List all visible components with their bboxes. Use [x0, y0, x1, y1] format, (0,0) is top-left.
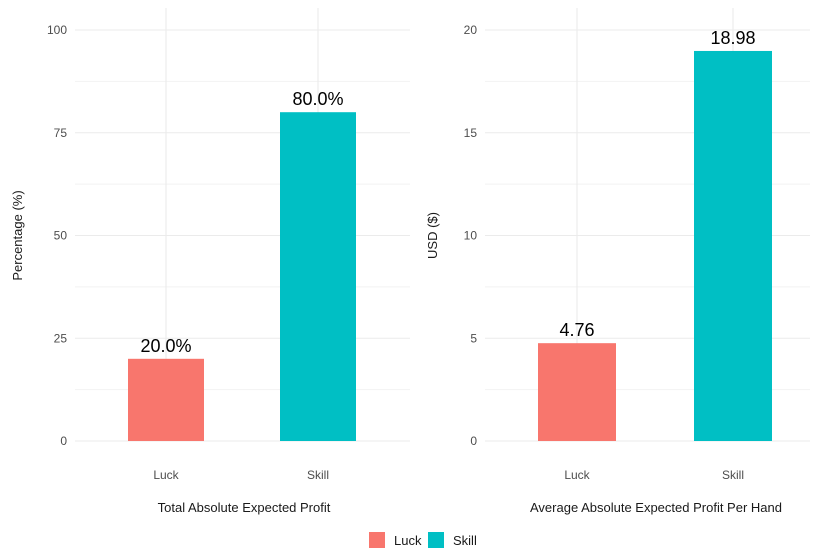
- data-label-luck: 20.0%: [140, 336, 191, 356]
- panel-profit-per-hand: 0 5 10 15 20 4.76 Luck 18.98 Skill USD ($) Average…: [425, 8, 810, 515]
- panel-total-profit: 0 25 50 75 100 20.0% Luck 80.0% Skill Percentage …: [10, 8, 410, 515]
- legend-label-luck: Luck: [394, 533, 422, 548]
- bar-luck: [128, 358, 204, 441]
- y-tick-label: 5: [470, 331, 477, 345]
- y-axis-title: USD ($): [425, 212, 440, 259]
- y-tick-label: 50: [54, 229, 68, 243]
- y-tick-label: 0: [470, 434, 477, 448]
- y-axis-title: Percentage (%): [10, 190, 25, 280]
- legend-swatch-skill: [428, 532, 444, 548]
- x-tick-label-luck: Luck: [564, 468, 590, 482]
- x-axis-title: Average Absolute Expected Profit Per Han…: [530, 500, 782, 515]
- data-label-skill: 80.0%: [292, 89, 343, 109]
- x-axis-title: Total Absolute Expected Profit: [158, 500, 331, 515]
- y-tick-label: 20: [464, 23, 478, 37]
- x-tick-label-skill: Skill: [307, 468, 329, 482]
- y-tick-label: 75: [54, 126, 68, 140]
- y-tick-label: 25: [54, 331, 68, 345]
- x-tick-label-luck: Luck: [153, 468, 179, 482]
- y-tick-label: 0: [60, 434, 67, 448]
- legend: Luck Skill: [369, 532, 477, 548]
- legend-swatch-luck: [369, 532, 385, 548]
- data-label-luck: 4.76: [559, 320, 594, 340]
- x-tick-label-skill: Skill: [722, 468, 744, 482]
- bar-luck: [538, 343, 616, 441]
- y-tick-label: 15: [464, 126, 478, 140]
- y-tick-label: 100: [47, 23, 67, 37]
- y-tick-label: 10: [464, 229, 478, 243]
- legend-label-skill: Skill: [453, 533, 477, 548]
- data-label-skill: 18.98: [710, 28, 755, 48]
- bar-skill: [694, 50, 772, 441]
- bar-skill: [280, 112, 356, 441]
